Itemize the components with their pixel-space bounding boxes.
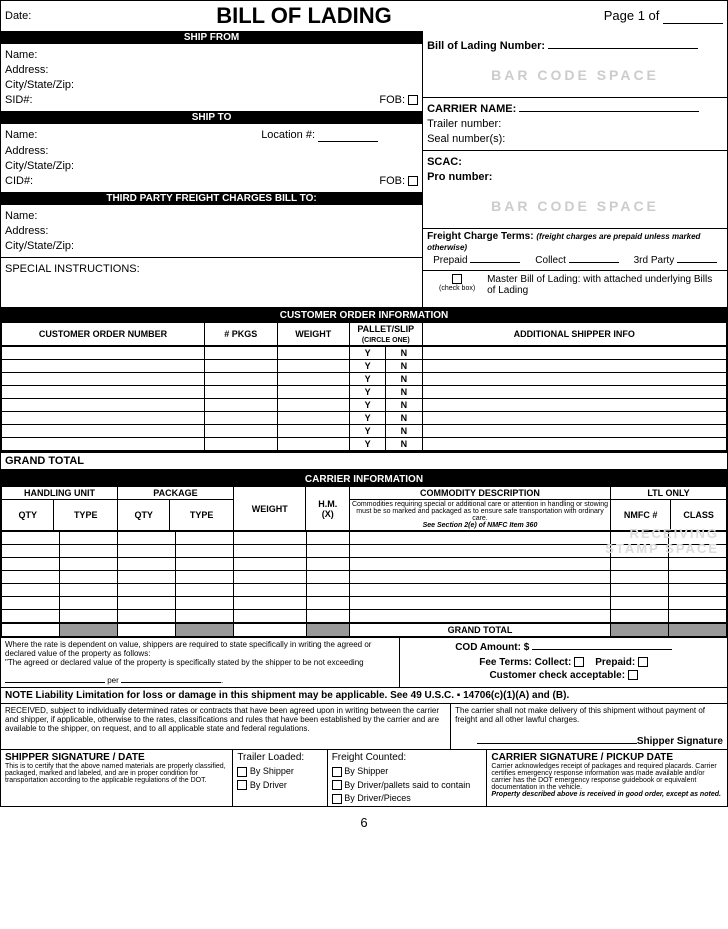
coi-col-con: CUSTOMER ORDER NUMBER (2, 323, 205, 346)
ci-rows[interactable] (1, 531, 727, 623)
scac[interactable]: SCAC: (427, 156, 723, 168)
ship-from-csz[interactable]: City/State/Zip: (5, 79, 418, 91)
ship-to-csz[interactable]: City/State/Zip: (5, 160, 418, 172)
carrier-name[interactable]: CARRIER NAME: (427, 103, 723, 115)
ci-qty1: QTY (2, 500, 54, 531)
third-csz[interactable]: City/State/Zip: (5, 240, 418, 252)
coi-col-pkgs: # PKGS (205, 323, 278, 346)
ci-ltl: LTL ONLY (610, 487, 726, 500)
ship-to-bar: SHIP TO (1, 111, 422, 124)
coi-col-weight: WEIGHT (277, 323, 350, 346)
third-party-field[interactable]: 3rd Party (634, 255, 717, 266)
customer-check[interactable]: Customer check acceptable: (404, 670, 723, 681)
ci-nmfc: NMFC # (610, 500, 670, 531)
received-text: RECEIVED, subject to individually determ… (1, 704, 451, 749)
ci-commodity: COMMODITY DESCRIPTION (349, 487, 610, 500)
barcode-space-2: BAR CODE SPACE (427, 186, 723, 226)
freight-terms-title: Freight Charge Terms: (427, 231, 534, 242)
master-bol-text: Master Bill of Lading: with attached und… (487, 274, 723, 296)
trailer-loaded-block[interactable]: Trailer Loaded: By Shipper By Driver (233, 750, 327, 806)
special-instructions[interactable]: SPECIAL INSTRUCTIONS: (5, 263, 418, 275)
coi-col-asi: ADDITIONAL SHIPPER INFO (422, 323, 727, 346)
coi-bar: CUSTOMER ORDER INFORMATION (1, 307, 727, 322)
pro-number[interactable]: Pro number: (427, 171, 723, 183)
third-party-bar: THIRD PARTY FREIGHT CHARGES BILL TO: (1, 192, 422, 205)
ci-header-table: HANDLING UNIT PACKAGE WEIGHT H.M.(X) COM… (1, 486, 727, 531)
trailer-number[interactable]: Trailer number: (427, 118, 723, 130)
shipper-sig-line[interactable]: Shipper Signature (455, 736, 723, 747)
ci-qty2: QTY (117, 500, 169, 531)
ship-from-name[interactable]: Name: (5, 49, 418, 61)
grand-total-1: GRAND TOTAL (1, 451, 727, 471)
ci-weight: WEIGHT (233, 487, 306, 531)
ship-to-address[interactable]: Address: (5, 145, 418, 157)
ship-to-cid[interactable]: CID#: (5, 175, 379, 187)
ci-package: PACKAGE (117, 487, 233, 500)
page-of: Page 1 of (523, 8, 723, 24)
seal-numbers[interactable]: Seal number(s): (427, 133, 723, 145)
fee-terms[interactable]: Fee Terms: Collect: Prepaid: (404, 657, 723, 668)
date-label: Date: (5, 10, 85, 22)
coi-col-pallet: PALLET/SLIP(CIRCLE ONE) (350, 323, 423, 346)
page-number: 6 (0, 815, 728, 830)
ship-from-bar: SHIP FROM (1, 31, 422, 44)
page-title: BILL OF LADING (85, 3, 523, 29)
ship-from-fob[interactable]: FOB: (379, 94, 418, 106)
carrier-no-delivery: The carrier shall not make delivery of t… (455, 706, 723, 724)
ship-from-address[interactable]: Address: (5, 64, 418, 76)
checkbox-label: (check box) (427, 285, 487, 292)
ci-commodity-note: Commodities requiring special or additio… (349, 500, 610, 531)
bol-number[interactable]: Bill of Lading Number: (427, 40, 723, 52)
ci-gt-row: GRAND TOTAL (1, 623, 727, 637)
ship-to-loc[interactable]: Location #: (261, 129, 378, 142)
collect-field[interactable]: Collect (535, 255, 618, 266)
shipper-signature-block[interactable]: SHIPPER SIGNATURE / DATE This is to cert… (1, 750, 233, 806)
carrier-signature-block[interactable]: CARRIER SIGNATURE / PICKUP DATE Carrier … (487, 750, 727, 806)
third-name[interactable]: Name: (5, 210, 418, 222)
cod-amount[interactable]: COD Amount: $ (404, 642, 723, 653)
master-checkbox[interactable] (452, 274, 462, 284)
ci-class: CLASS (671, 500, 727, 531)
rate-disclaimer: Where the rate is dependent on value, sh… (1, 638, 400, 687)
freight-counted-block[interactable]: Freight Counted: By Shipper By Driver/pa… (328, 750, 488, 806)
ci-handling: HANDLING UNIT (2, 487, 118, 500)
coi-rows[interactable]: YN YN YN YN YN YN YN YN (1, 346, 727, 451)
ship-to-fob[interactable]: FOB: (379, 175, 418, 187)
ci-type2: TYPE (170, 500, 234, 531)
prepaid-field[interactable]: Prepaid (433, 255, 520, 266)
ship-to-name[interactable]: Name: (5, 129, 261, 142)
note-liability: NOTE Liability Limitation for loss or da… (1, 687, 727, 703)
ship-from-sid[interactable]: SID#: (5, 94, 379, 106)
coi-table: CUSTOMER ORDER NUMBER # PKGS WEIGHT PALL… (1, 322, 727, 346)
third-address[interactable]: Address: (5, 225, 418, 237)
ci-type1: TYPE (54, 500, 118, 531)
ci-hm: H.M.(X) (306, 487, 350, 531)
barcode-space-1: BAR CODE SPACE (427, 55, 723, 95)
ci-bar: CARRIER INFORMATION (1, 471, 727, 486)
